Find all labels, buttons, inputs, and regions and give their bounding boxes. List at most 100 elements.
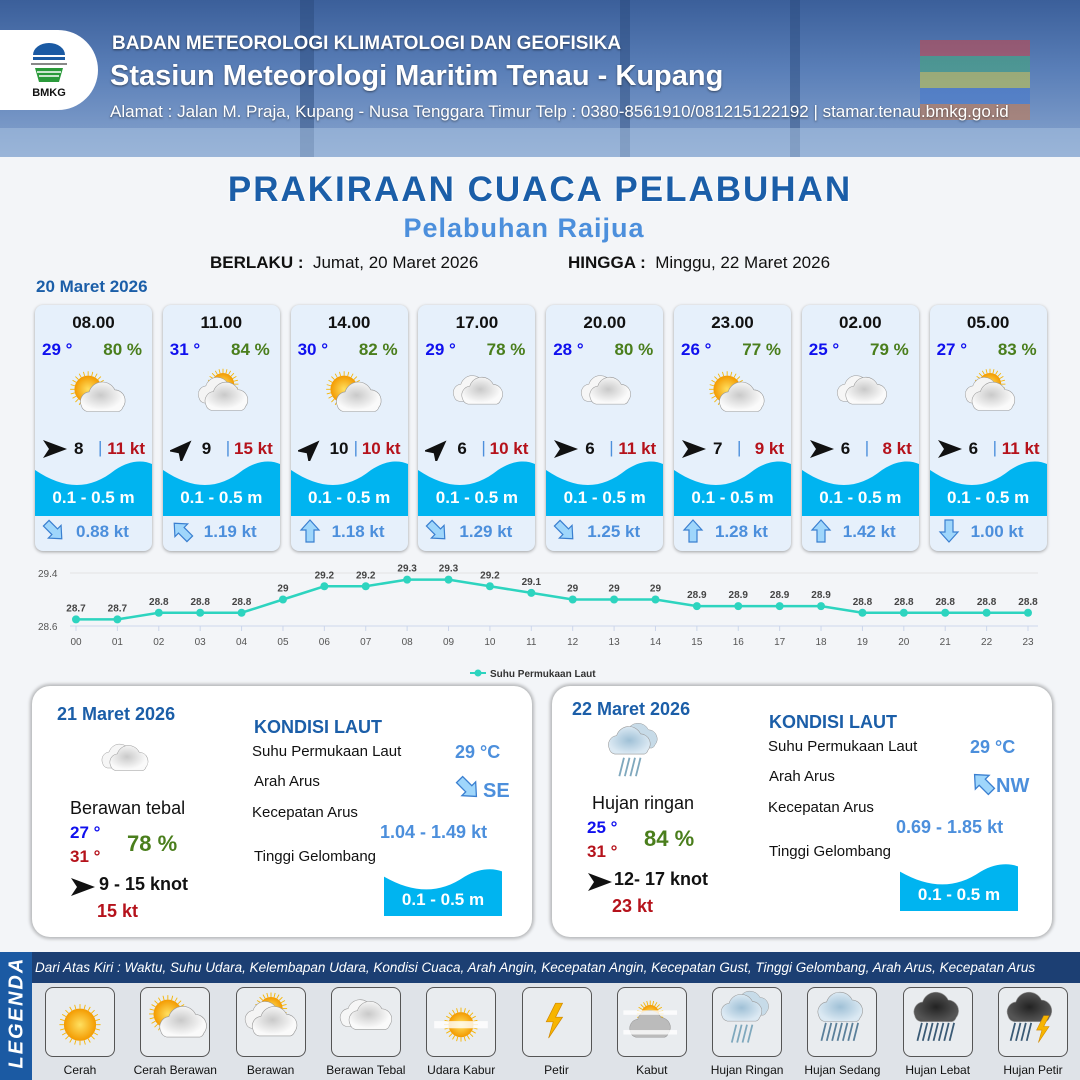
legend-label: Berawan Tebal bbox=[326, 1063, 406, 1077]
humidity: 83 % bbox=[997, 340, 1037, 359]
legend-label: Suhu Permukaan Laut bbox=[490, 669, 596, 680]
wave-height: 0.1 - 0.5 m bbox=[819, 488, 902, 507]
x-tick-label: 00 bbox=[70, 637, 82, 648]
current-row: 1.19 kt bbox=[170, 517, 274, 545]
weather-icon bbox=[952, 367, 1028, 427]
x-tick-label: 08 bbox=[402, 637, 414, 648]
x-tick-label: 19 bbox=[857, 637, 869, 648]
forecast-card: 02.00 25 ° 79 % 6 | 8 kt 0.1 - 0.5 m 1.4… bbox=[801, 305, 919, 551]
forecast-card: 11.00 31 ° 84 % 9 | 15 kt 0.1 - 0.5 m 1.… bbox=[162, 305, 280, 551]
x-tick-label: 03 bbox=[195, 637, 207, 648]
data-point bbox=[196, 608, 205, 617]
current-speed: 0.69 - 1.85 kt bbox=[896, 817, 1004, 837]
forecast-card: 17.00 29 ° 78 % 6 | 10 kt 0.1 - 0.5 m 1.… bbox=[418, 305, 536, 551]
gust-speed: 9 kt bbox=[754, 439, 784, 458]
legend-side: LEGENDA bbox=[0, 952, 32, 1080]
data-label: 28.8 bbox=[853, 597, 873, 608]
wave-graphic bbox=[384, 868, 502, 916]
current-direction-label: Arah Arus bbox=[769, 768, 835, 785]
x-tick-label: 06 bbox=[319, 637, 331, 648]
x-tick-label: 04 bbox=[236, 637, 248, 648]
data-label: 29.2 bbox=[315, 570, 335, 581]
hujan-lebat-icon bbox=[913, 991, 959, 1042]
wave-height: 0.1 - 0.5 m bbox=[563, 488, 646, 507]
x-tick-label: 12 bbox=[567, 637, 579, 648]
temperature: 29 ° bbox=[42, 340, 73, 359]
x-tick-label: 20 bbox=[898, 637, 910, 648]
current-speed: 1.00 kt bbox=[970, 522, 1024, 541]
legend-item-hujan-petir bbox=[998, 987, 1068, 1057]
berawan-icon bbox=[964, 368, 1015, 411]
weather-icon bbox=[185, 367, 261, 427]
wind-speed: 6 bbox=[585, 439, 595, 458]
forecast-time: 14.00 bbox=[327, 313, 371, 332]
sst-value: 29 °C bbox=[970, 737, 1016, 757]
current-row: 1.29 kt bbox=[425, 517, 529, 545]
x-tick-label: 10 bbox=[484, 637, 496, 648]
current-speed-label: Kecepatan Arus bbox=[768, 799, 874, 816]
data-point bbox=[527, 588, 536, 597]
humidity: 84 % bbox=[644, 826, 695, 851]
wind-row: 10 | 10 kt bbox=[295, 437, 404, 464]
wave-icon bbox=[35, 461, 152, 516]
temperature: 30 ° bbox=[297, 340, 329, 359]
current-direction-icon bbox=[973, 773, 996, 796]
forecast-card: 23.00 26 ° 77 % 7 | 9 kt 0.1 - 0.5 m 1.2… bbox=[674, 305, 791, 551]
udara-kabur-icon bbox=[434, 1007, 489, 1042]
berawan-tebal-icon bbox=[836, 375, 887, 405]
current-speed: 1.25 kt bbox=[587, 522, 641, 541]
gust-speed: 10 kt bbox=[489, 439, 529, 458]
humidity: 80 % bbox=[103, 340, 142, 359]
temp-min: 27 ° bbox=[70, 823, 101, 842]
legend-item-udara-kabur bbox=[426, 987, 497, 1057]
legend-item-cerah bbox=[45, 987, 115, 1057]
berawan-tebal-icon bbox=[101, 743, 149, 771]
humidity: 78 % bbox=[486, 340, 526, 359]
gust-speed: 11 kt bbox=[1001, 439, 1040, 458]
legend-label: Berawan bbox=[246, 1063, 295, 1077]
logo-text: BMKG bbox=[32, 87, 66, 99]
temperature: 26 ° bbox=[681, 340, 712, 359]
day-forecast-panel: 22 Maret 2026 Hujan ringan 25 ° 31 ° 84 … bbox=[552, 686, 1052, 937]
forecast-time: 11.00 bbox=[200, 313, 243, 332]
legend-label: Hujan Petir bbox=[1003, 1063, 1063, 1077]
wind-speed: 8 bbox=[74, 439, 84, 458]
humidity: 78 % bbox=[127, 831, 178, 856]
current-speed: 1.29 kt bbox=[459, 522, 513, 541]
x-tick-label: 18 bbox=[815, 637, 827, 648]
legend-item-kabut bbox=[616, 987, 687, 1057]
data-label: 28.9 bbox=[729, 590, 749, 601]
wave-height: 0.1 - 0.5 m bbox=[917, 885, 1001, 904]
legend-title: LEGENDA bbox=[5, 956, 28, 1069]
divider: | bbox=[481, 438, 486, 457]
data-label: 28.8 bbox=[190, 597, 210, 608]
valid-from: BERLAKU : Jumat, 20 Maret 2026 bbox=[210, 253, 478, 273]
wave-height: 0.1 - 0.5 m bbox=[435, 488, 518, 507]
forecast-card: 08.00 29 ° 80 % 8 | 11 kt 0.1 - 0.5 m 0.… bbox=[35, 305, 152, 551]
day-weather-icon bbox=[92, 736, 158, 797]
divider: | bbox=[864, 438, 870, 457]
data-point bbox=[775, 602, 784, 611]
bmkg-logo-icon bbox=[31, 43, 67, 82]
data-point bbox=[403, 575, 412, 584]
hujan-sedang-icon bbox=[817, 991, 864, 1042]
data-label: 28.8 bbox=[977, 597, 997, 608]
current-direction-icon bbox=[455, 775, 478, 798]
humidity: 77 % bbox=[742, 340, 781, 359]
current-row: 1.28 kt bbox=[681, 517, 785, 545]
current-direction-icon-wrap bbox=[970, 770, 996, 801]
current-direction-icon bbox=[42, 519, 63, 540]
current-direction-label: Arah Arus bbox=[254, 773, 320, 790]
day-weather-icon bbox=[600, 722, 670, 793]
data-label: 29.2 bbox=[480, 570, 500, 581]
berawan-icon bbox=[197, 368, 248, 411]
cerah-berawan-icon bbox=[70, 371, 126, 412]
wind-direction-icon bbox=[295, 440, 320, 464]
day1-date: 20 Maret 2026 bbox=[36, 277, 148, 296]
legend-item-berawan-tebal bbox=[330, 987, 401, 1057]
forecast-time: 02.00 bbox=[839, 313, 882, 332]
gust-speed: 15 kt bbox=[97, 901, 139, 921]
sea-condition-title: KONDISI LAUT bbox=[254, 717, 382, 737]
sst-label: Suhu Permukaan Laut bbox=[768, 738, 918, 755]
humidity: 82 % bbox=[358, 340, 398, 359]
